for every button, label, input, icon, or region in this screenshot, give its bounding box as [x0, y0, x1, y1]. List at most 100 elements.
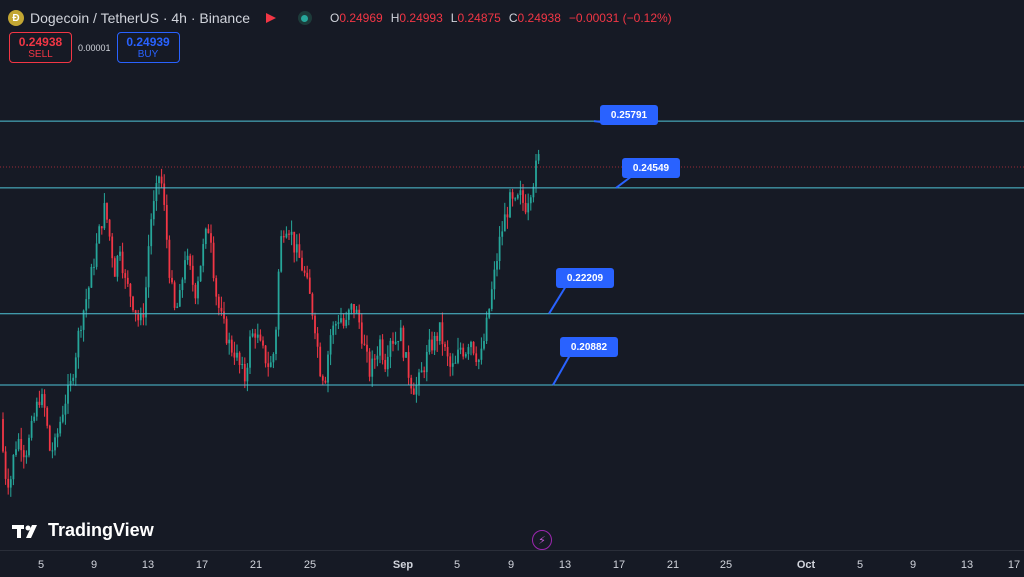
candle-body [524, 202, 527, 213]
candle-body [155, 183, 158, 202]
open-label: O [329, 11, 340, 25]
candle-body [173, 282, 176, 308]
candle-body [137, 314, 140, 321]
time-axis-tick: Sep [392, 559, 414, 571]
candle-body [399, 327, 402, 342]
candle-body [392, 340, 394, 344]
candle-body [41, 394, 43, 406]
candle-body [407, 352, 410, 378]
market-status-icon[interactable] [297, 11, 312, 25]
candle-body [56, 433, 59, 438]
time-axis-tick: 17 [195, 559, 209, 571]
candle-body [33, 416, 36, 421]
low-value: 0.24875 [457, 11, 501, 25]
candle-body [449, 356, 452, 367]
candle-body [444, 344, 446, 347]
candle-body [264, 345, 267, 364]
candle-body [472, 341, 475, 354]
candle-body [35, 401, 38, 417]
candle-body [363, 343, 366, 345]
candle-body [384, 359, 387, 370]
sell-button[interactable]: 0.24938 SELL [9, 32, 72, 63]
candle-body [230, 339, 233, 353]
buy-button[interactable]: 0.24939 BUY [116, 32, 180, 63]
low-label: L [450, 11, 458, 25]
candle-body [267, 363, 270, 367]
candle-body [20, 438, 23, 451]
candle-body [43, 394, 46, 408]
symbol-title[interactable]: Dogecoin / TetherUS · 4h · Binance [30, 10, 250, 26]
candle-body [353, 303, 355, 313]
candle-body [111, 236, 114, 259]
candle-body [46, 407, 49, 426]
level-label[interactable]: 0.25791 [600, 105, 658, 125]
candle-body [98, 226, 101, 244]
candle-body [340, 318, 342, 323]
buy-label: BUY [137, 49, 159, 60]
candle-body [184, 260, 186, 280]
candle-body [103, 203, 106, 229]
candle-body [457, 349, 459, 363]
candle-body [493, 269, 496, 290]
candle-body [368, 351, 371, 377]
flag-icon[interactable] [265, 13, 276, 23]
candle-body [106, 203, 108, 220]
high-label: H [390, 11, 400, 25]
close-value: 0.24938 [517, 11, 561, 25]
candle-body [522, 190, 524, 203]
candle-body [74, 357, 77, 378]
lightning-icon[interactable]: ⚡ [532, 530, 552, 550]
candle-body [519, 190, 522, 196]
candle-body [100, 226, 103, 229]
candle-body [246, 367, 249, 382]
candle-body [210, 233, 212, 243]
level-label[interactable]: 0.20882 [560, 337, 618, 357]
candle-body [87, 287, 90, 300]
level-label[interactable]: 0.24549 [622, 158, 680, 178]
candle-body [306, 272, 309, 278]
candle-body [496, 261, 498, 270]
candle-body [490, 289, 493, 309]
candle-body [397, 341, 400, 343]
time-axis[interactable]: 5 9 13 17 21 25 Sep 5 9 13 17 21 25 Oct 5 9 13 17 [0, 550, 1024, 577]
candle-body [59, 421, 62, 434]
candle-body [194, 284, 197, 299]
candle-body [298, 244, 301, 258]
candle-body [371, 358, 374, 377]
candle-body [168, 239, 171, 278]
close-label: C [508, 11, 518, 25]
time-axis-tick: 5 [856, 559, 864, 571]
candle-body [249, 336, 251, 368]
candle-body [171, 277, 173, 283]
candle-body [425, 351, 428, 373]
candle-body [376, 355, 379, 360]
candle-body [337, 322, 340, 324]
candle-body [360, 322, 363, 344]
candle-body [25, 455, 28, 458]
candle-body [379, 339, 381, 356]
tradingview-logo[interactable]: TradingView [12, 520, 154, 541]
candle-body [355, 309, 358, 313]
candle-body [176, 306, 179, 308]
tradingview-logo-icon [12, 524, 37, 538]
candle-body [470, 341, 472, 348]
candle-body [506, 214, 509, 218]
candle-body [225, 318, 228, 344]
candle-body [160, 176, 163, 184]
candle-body [293, 231, 296, 253]
level-label[interactable]: 0.22209 [556, 268, 614, 288]
trade-panel: 0.24938 SELL 0.00001 0.24939 BUY [9, 32, 180, 63]
candle-body [418, 372, 420, 386]
time-axis-tick: 9 [507, 559, 515, 571]
sell-label: SELL [28, 49, 53, 60]
candle-body [113, 258, 116, 277]
candle-body [311, 293, 314, 316]
candle-body [303, 270, 306, 273]
candle-body [314, 315, 316, 334]
candle-body [438, 322, 441, 342]
horizontal-levels [0, 120, 1024, 386]
candle-body [241, 364, 244, 366]
candle-body [121, 251, 124, 274]
time-axis-tick: 21 [666, 559, 680, 571]
